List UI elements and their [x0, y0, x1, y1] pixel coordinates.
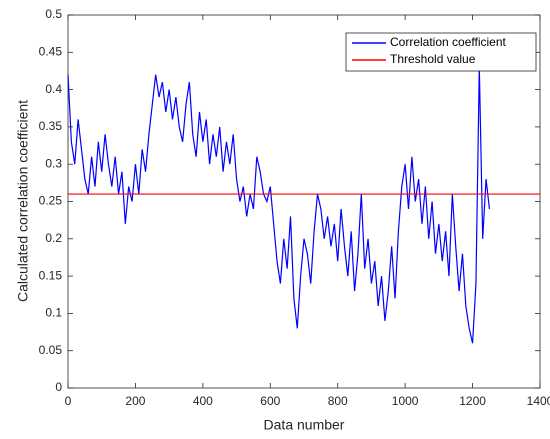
y-tick-label: 0.4 — [45, 82, 62, 96]
y-tick-label: 0 — [55, 380, 62, 394]
y-tick-label: 0.05 — [39, 343, 63, 357]
series-line — [67, 67, 491, 344]
y-tick-label: 0.2 — [45, 231, 62, 245]
y-tick-label: 0.45 — [39, 44, 63, 58]
y-tick-label: 0.1 — [45, 306, 62, 320]
legend-box — [345, 32, 537, 72]
x-tick-label: 0 — [65, 394, 72, 408]
plot-area — [67, 14, 541, 389]
y-tick-label: 0.35 — [39, 119, 63, 133]
x-tick-label: 800 — [328, 394, 348, 408]
y-axis-label: Calculated correlation coefficient — [15, 100, 31, 302]
x-tick-label: 200 — [125, 394, 145, 408]
y-tick-label: 0.3 — [45, 156, 62, 170]
x-tick-label: 400 — [193, 394, 213, 408]
y-tick-label: 0.25 — [39, 194, 63, 208]
y-tick-label: 0.5 — [45, 7, 62, 21]
x-tick-label: 1200 — [459, 394, 486, 408]
y-tick-label: 0.15 — [39, 268, 63, 282]
x-axis-label: Data number — [264, 417, 345, 433]
legend-label: Correlation coefficient — [390, 35, 507, 49]
x-tick-label: 600 — [260, 394, 280, 408]
legend-label: Threshold value — [390, 52, 476, 66]
x-tick-label: 1000 — [392, 394, 419, 408]
